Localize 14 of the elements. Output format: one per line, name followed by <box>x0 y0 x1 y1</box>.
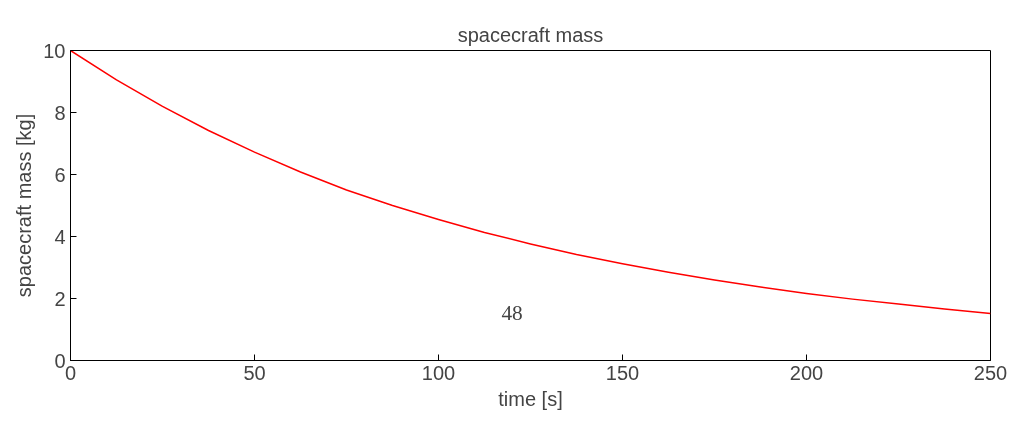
x-tick-label: 200 <box>789 361 824 384</box>
y-tick-label: 4 <box>54 225 66 248</box>
x-tick-label: 150 <box>605 361 640 384</box>
annotation: 48 <box>501 301 523 326</box>
x-axis-title: time [s] <box>498 387 563 410</box>
chart-title: spacecraft mass <box>457 23 604 46</box>
y-tick-label: 10 <box>43 39 66 62</box>
x-tick-label: 250 <box>973 361 1008 384</box>
y-tick-label: 6 <box>54 163 66 186</box>
y-tick-label: 2 <box>54 287 66 310</box>
y-tick-label: 8 <box>54 101 66 124</box>
y-axis-title: spacecraft mass [kg] <box>13 113 36 298</box>
x-tick-label: 100 <box>421 361 456 384</box>
x-tick-label: 50 <box>243 361 266 384</box>
